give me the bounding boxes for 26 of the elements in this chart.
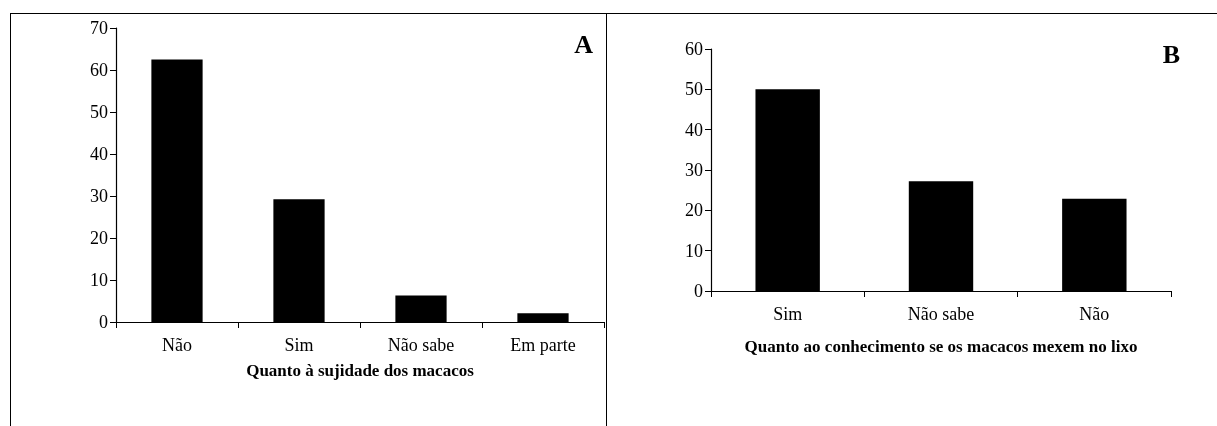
x-tick-label: Em parte (510, 335, 576, 355)
y-tick-label: 50 (90, 102, 108, 122)
y-tick-label: 10 (90, 270, 108, 290)
y-tick-label: 0 (694, 281, 703, 301)
y-tick-label: 40 (90, 144, 108, 164)
y-tick-label: 50 (685, 79, 703, 100)
y-tick-label: 20 (685, 200, 703, 221)
x-tick-label: Sim (773, 304, 803, 324)
chart-title: B (1162, 39, 1180, 69)
chart-title: A (574, 29, 594, 59)
x-axis-title: Quanto ao conhecimento se os macacos mexem no lixo (744, 336, 1138, 356)
x-tick-label: Não sabe (907, 304, 975, 324)
x-tick-label: Não (162, 335, 192, 355)
y-tick-label: 30 (685, 160, 703, 180)
y-tick-label: 20 (90, 228, 108, 248)
y-tick-label: 0 (99, 312, 108, 332)
y-tick-label: 40 (685, 119, 703, 140)
y-tick-label: 60 (685, 39, 703, 59)
x-tick-label: Não (1079, 304, 1110, 324)
x-tick-label: Não sabe (387, 335, 455, 355)
y-tick-label: 60 (90, 60, 108, 80)
y-tick-label: 70 (90, 18, 108, 38)
x-axis-title: Quanto à sujidade dos macacos (246, 361, 475, 381)
x-tick-label: Sim (284, 335, 314, 355)
y-tick-label: 30 (90, 186, 108, 206)
y-tick-label: 10 (685, 240, 703, 261)
